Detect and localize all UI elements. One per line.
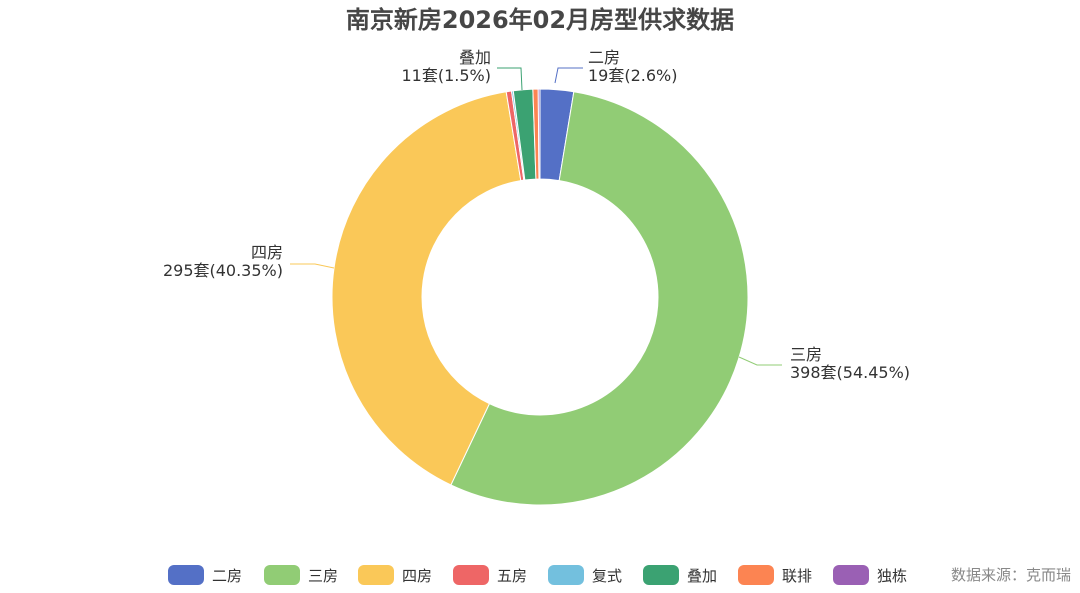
slice-label-value-5: 11套(1.5%) [402,66,492,85]
legend-swatch-4[interactable] [548,565,584,585]
slice-label-name-2: 四房 [251,243,283,262]
slice-7 [537,88,541,180]
legend-swatch-0[interactable] [168,565,204,585]
label-line-2 [290,263,335,269]
slice-label-name-0: 二房 [588,48,620,67]
slice-label-name-1: 三房 [790,345,822,364]
slice-2 [331,91,522,486]
legend-swatch-1[interactable] [264,565,300,585]
label-line-1 [738,356,782,366]
legend-label-7[interactable]: 独栋 [877,567,907,585]
slice-label-value-0: 19套(2.6%) [588,66,678,85]
legend-label-6[interactable]: 联排 [782,567,812,585]
legend-label-4[interactable]: 复式 [592,567,622,585]
slice-label-name-5: 叠加 [459,48,491,67]
slice-1 [450,91,749,506]
legend-swatch-6[interactable] [738,565,774,585]
source-note: 数据来源：克而瑞 [951,566,1071,584]
legend-swatch-5[interactable] [643,565,679,585]
slice-label-value-1: 398套(54.45%) [790,363,910,382]
legend-label-5[interactable]: 叠加 [687,567,717,585]
legend-label-2[interactable]: 四房 [402,567,432,585]
label-line-5 [497,67,523,91]
chart-title: 南京新房2026年02月房型供求数据 [346,6,734,34]
legend-label-3[interactable]: 五房 [497,567,527,585]
legend: 二房 三房 四房 五房 复式 叠加 联排 独栋 [168,565,907,585]
legend-swatch-7[interactable] [833,565,869,585]
slices [331,88,749,506]
legend-label-1[interactable]: 三房 [308,567,338,585]
slice-label-value-2: 295套(40.35%) [163,261,283,280]
legend-swatch-2[interactable] [358,565,394,585]
label-line-0 [554,67,583,84]
legend-label-0[interactable]: 二房 [212,567,242,585]
legend-swatch-3[interactable] [453,565,489,585]
